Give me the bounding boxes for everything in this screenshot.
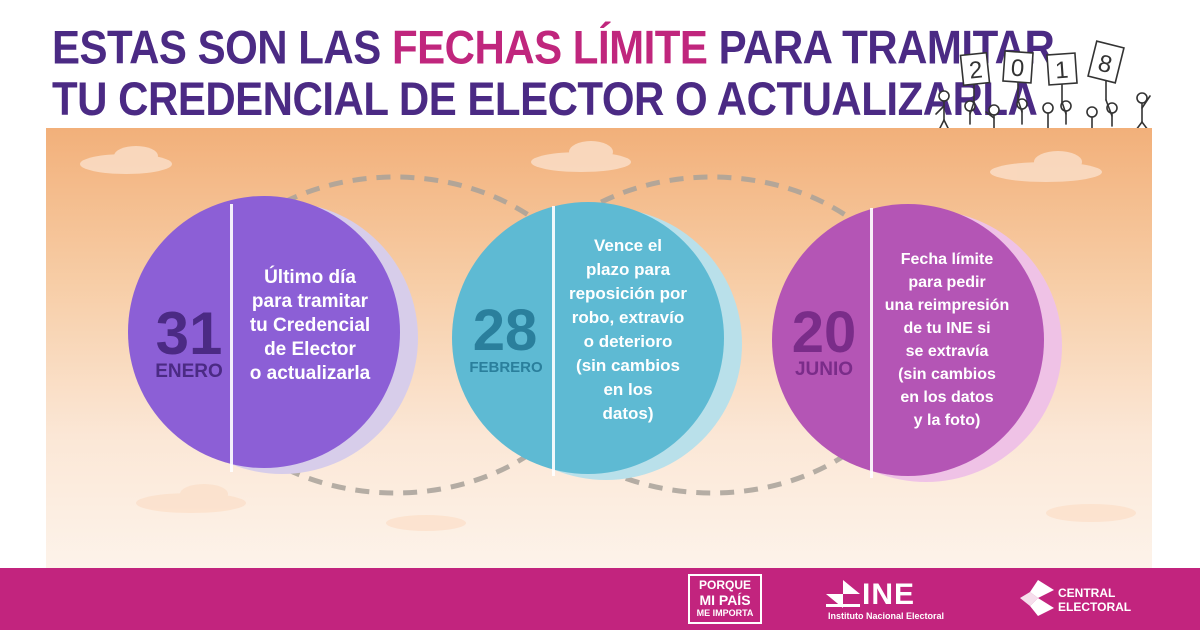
desc-line: una reimpresión <box>884 297 1010 314</box>
svg-text:8: 8 <box>1095 50 1114 79</box>
crowd-2018-illustration: 2 0 1 8 <box>935 40 1151 131</box>
logo-line: ELECTORAL <box>1058 600 1132 614</box>
desc-line: y la foto) <box>913 412 981 429</box>
ine-logo-text: INE <box>862 578 916 611</box>
desc-line: robo, extravío <box>571 308 685 327</box>
desc-line: de tu INE si <box>903 320 991 337</box>
desc-line: o actualizarla <box>249 363 371 384</box>
footer-banner <box>0 568 1200 630</box>
desc-line: en los <box>603 380 653 399</box>
deadline-day: 20 <box>791 300 857 365</box>
divider-line <box>552 206 555 476</box>
divider-line <box>870 208 873 478</box>
divider-line <box>230 204 233 472</box>
svg-text:0: 0 <box>1010 55 1025 83</box>
deadline-card-enero: 31 ENERO Último día para tramitar tu Cre… <box>128 196 418 486</box>
title-highlight: FECHAS LÍMITE <box>391 20 708 74</box>
desc-line: de Elector <box>264 339 356 360</box>
logo-line: ME IMPORTA <box>696 608 754 618</box>
central-electoral-logo-icon <box>1020 580 1054 616</box>
desc-line: se extravía <box>905 343 989 360</box>
deadline-month: ENERO <box>155 361 223 382</box>
desc-line: plazo para <box>585 260 671 279</box>
desc-line: tu Credencial <box>249 315 371 336</box>
desc-line: Fecha límite <box>900 251 994 268</box>
deadline-card-febrero: 28 FEBRERO Vence el plazo para reposició… <box>452 202 742 492</box>
title-line-2: TU CREDENCIAL DE ELECTOR O ACTUALIZARLA <box>52 72 1038 126</box>
circle-main <box>128 196 400 468</box>
circle-main <box>452 202 724 474</box>
year-sign: 2 <box>959 51 991 103</box>
desc-line: (sin cambios <box>898 366 996 383</box>
year-sign: 0 <box>1002 50 1034 101</box>
desc-line: en los datos <box>900 389 994 406</box>
ine-subtitle: Instituto Nacional Electoral <box>828 611 945 621</box>
deadline-description: Vence el plazo para reposición por robo,… <box>558 234 698 426</box>
deadline-month: FEBRERO <box>469 359 543 376</box>
ine-logo-icon <box>826 580 860 608</box>
desc-line: (sin cambios <box>576 356 680 375</box>
page-title: ESTAS SON LAS FECHAS LÍMITE PARA TRAMITA… <box>52 20 1055 126</box>
svg-text:2: 2 <box>968 56 984 84</box>
year-sign: 8 <box>1087 40 1125 101</box>
svg-text:1: 1 <box>1054 57 1069 85</box>
deadline-description: Fecha límite para pedir una reimpresión … <box>874 248 1020 432</box>
deadline-card-junio: 20 JUNIO Fecha límite para pedir una rei… <box>772 204 1062 494</box>
circle-main <box>772 204 1044 476</box>
porque-mi-pais-logo: PORQUE MI PAÍS ME IMPORTA <box>688 574 762 624</box>
deadline-day: 31 <box>155 300 223 367</box>
desc-line: o deterioro <box>583 332 673 351</box>
logo-line: MI PAÍS <box>699 592 751 608</box>
logo-line: CENTRAL <box>1058 586 1116 600</box>
desc-line: reposición por <box>568 284 688 303</box>
clouds-decoration <box>80 141 1136 531</box>
desc-line: para tramitar <box>251 291 369 312</box>
desc-line: Último día <box>264 267 356 288</box>
title-text: PARA TRAMITAR <box>707 20 1055 74</box>
title-line-1: ESTAS SON LAS FECHAS LÍMITE PARA TRAMITA… <box>52 20 1055 74</box>
central-electoral-text: CENTRAL ELECTORAL <box>1058 586 1131 614</box>
deadline-month: JUNIO <box>794 359 854 380</box>
deadline-day: 28 <box>472 298 538 363</box>
logo-line: PORQUE <box>698 578 751 592</box>
deadline-description: Último día para tramitar tu Credencial d… <box>236 266 384 386</box>
title-text: ESTAS SON LAS <box>52 20 392 74</box>
desc-line: Vence el <box>593 236 663 255</box>
desc-line: para pedir <box>908 274 986 291</box>
year-sign: 1 <box>1046 52 1078 103</box>
desc-line: datos) <box>602 404 654 423</box>
